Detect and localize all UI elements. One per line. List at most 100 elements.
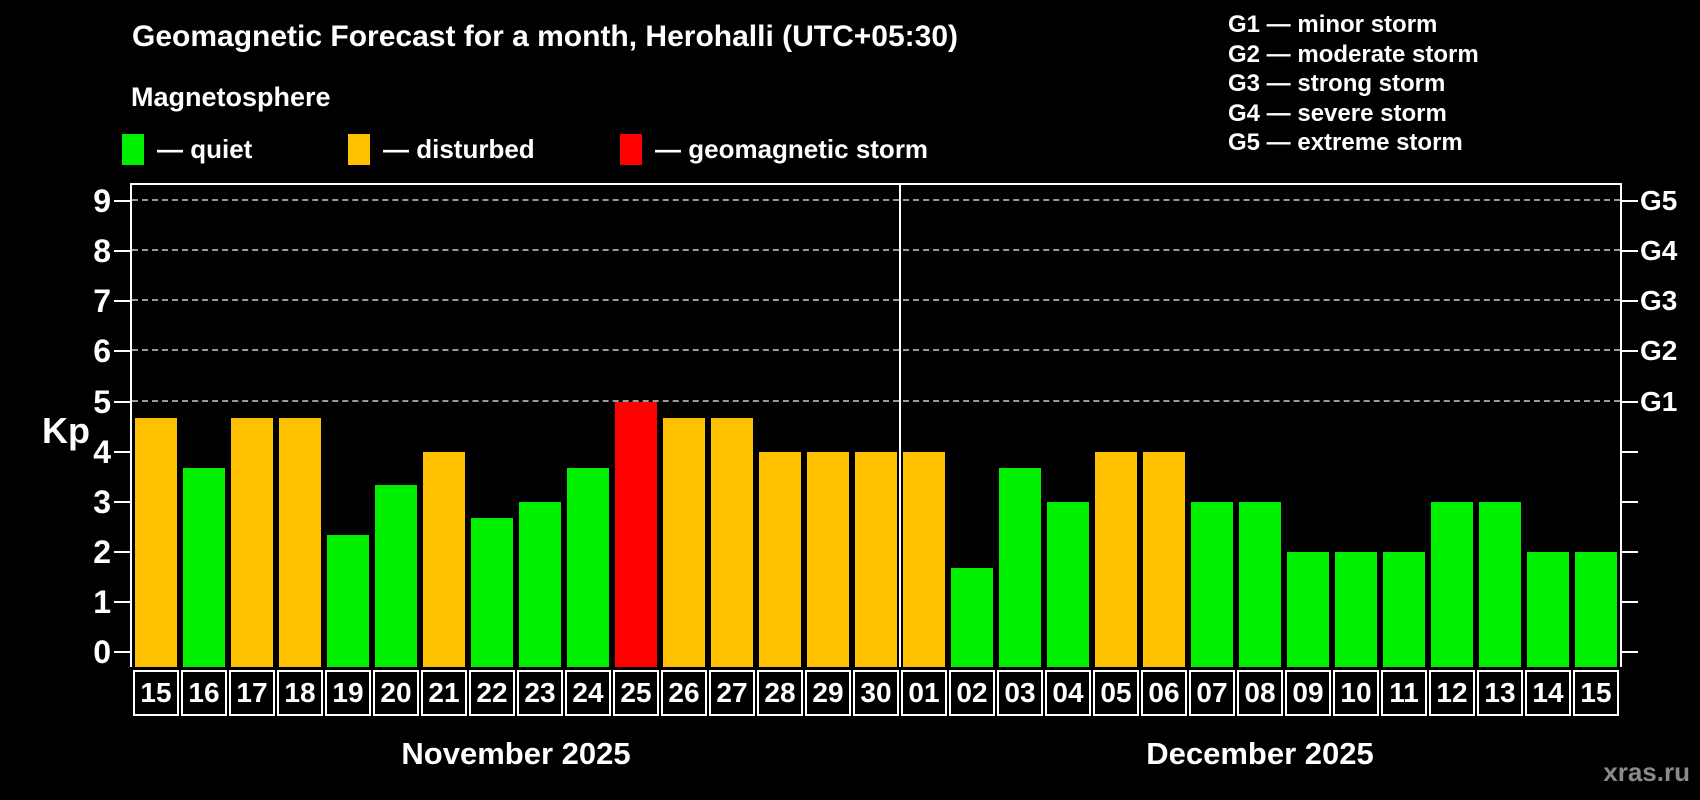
- kp-bar-dec-08: [1239, 501, 1281, 667]
- kp-bar-nov-19: [327, 535, 369, 667]
- day-label-nov-19: 19: [325, 670, 371, 716]
- right-axis-tick-1: [1622, 600, 1638, 603]
- day-label-dec-08: 08: [1237, 670, 1283, 716]
- kp-bar-nov-29: [807, 451, 849, 667]
- y-axis-tick-label-7: 7: [93, 283, 111, 320]
- day-label-nov-15: 15: [133, 670, 179, 716]
- storm-color-swatch: [620, 133, 642, 165]
- y-axis-tick-label-5: 5: [93, 383, 111, 420]
- day-label-nov-21: 21: [421, 670, 467, 716]
- day-label-dec-03: 03: [997, 670, 1043, 716]
- g1-legend-line: G1 — minor storm: [1228, 11, 1438, 38]
- right-axis-tick-6: [1622, 350, 1638, 353]
- day-label-dec-04: 04: [1045, 670, 1091, 716]
- day-label-dec-02: 02: [949, 670, 995, 716]
- y-axis-tick-7: [114, 300, 130, 303]
- kp-bar-nov-18: [279, 418, 321, 667]
- kp-bar-nov-24: [567, 468, 609, 667]
- kp-bar-nov-23: [519, 501, 561, 667]
- g-scale-legend: G1 — minor storm G2 — moderate storm G3 …: [1228, 10, 1479, 158]
- kp-bar-nov-27: [711, 418, 753, 667]
- right-axis-tick-8: [1622, 250, 1638, 253]
- day-label-nov-18: 18: [277, 670, 323, 716]
- day-label-dec-11: 11: [1381, 670, 1427, 716]
- kp-bar-nov-28: [759, 451, 801, 667]
- y-axis-tick-1: [114, 600, 130, 603]
- right-axis-tick-7: [1622, 300, 1638, 303]
- day-label-dec-15: 15: [1573, 670, 1619, 716]
- legend-item-quiet: — quiet: [122, 133, 252, 165]
- month-label-december: December 2025: [1146, 736, 1374, 771]
- disturbed-color-swatch: [348, 133, 370, 165]
- day-label-dec-10: 10: [1333, 670, 1379, 716]
- day-label-dec-14: 14: [1525, 670, 1571, 716]
- right-axis-tick-4: [1622, 450, 1638, 453]
- day-label-dec-05: 05: [1093, 670, 1139, 716]
- day-label-dec-13: 13: [1477, 670, 1523, 716]
- kp-bar-nov-21: [423, 451, 465, 667]
- y-axis-tick-8: [114, 250, 130, 253]
- day-label-nov-26: 26: [661, 670, 707, 716]
- kp-bar-nov-22: [471, 518, 513, 667]
- g4-legend-line: G4 — severe storm: [1228, 99, 1447, 127]
- kp-bar-dec-10: [1335, 551, 1377, 667]
- kp-bar-dec-15: [1575, 551, 1617, 667]
- kp-bar-dec-09: [1287, 551, 1329, 667]
- y-axis-tick-label-0: 0: [93, 634, 111, 670]
- kp-bar-nov-17: [231, 418, 273, 667]
- y-axis-tick-6: [114, 350, 130, 353]
- kp-bar-dec-02: [951, 568, 993, 667]
- plot-area: 0 1 2 3 4 5 6 7 8 9 G1 G2 G3 G4 G5: [93, 183, 1677, 668]
- kp-bar-nov-15: [135, 418, 177, 667]
- y-axis-tick-0: [114, 651, 130, 653]
- gridline-kp5: [132, 399, 1620, 402]
- kp-bar-nov-16: [183, 468, 225, 667]
- kp-bar-dec-12: [1431, 501, 1473, 667]
- kp-bar-dec-14: [1527, 551, 1569, 667]
- day-label-nov-25: 25: [613, 670, 659, 716]
- day-label-dec-09: 09: [1285, 670, 1331, 716]
- kp-bar-dec-04: [1047, 501, 1089, 667]
- gridline-kp9: [132, 199, 1620, 202]
- kp-bar-nov-26: [663, 418, 705, 667]
- y-axis-tick-4: [114, 450, 130, 453]
- y-axis-tick-label-9: 9: [93, 183, 111, 220]
- month-divider-line: [899, 185, 901, 667]
- day-label-nov-23: 23: [517, 670, 563, 716]
- quiet-color-swatch: [122, 133, 144, 165]
- kp-bar-dec-13: [1479, 501, 1521, 667]
- day-label-dec-01: 01: [901, 670, 947, 716]
- y-axis-tick-9: [114, 200, 130, 203]
- day-label-nov-28: 28: [757, 670, 803, 716]
- legend-storm-label: — geomagnetic storm: [655, 133, 929, 164]
- day-label-nov-27: 27: [709, 670, 755, 716]
- kp-bar-dec-07: [1191, 501, 1233, 667]
- y-axis-tick-3: [114, 500, 130, 503]
- day-label-dec-07: 07: [1189, 670, 1235, 716]
- y-axis-tick-label-2: 2: [93, 533, 111, 570]
- right-axis-tick-3: [1622, 500, 1638, 503]
- right-axis-label-g3: G3: [1640, 285, 1678, 317]
- watermark: xras.ru: [1603, 757, 1690, 787]
- g2-legend-line: G2 — moderate storm: [1228, 40, 1479, 68]
- kp-bar-dec-01: [903, 451, 945, 667]
- g5-legend-line: G5 — extreme storm: [1228, 129, 1463, 156]
- kp-bar-nov-25: [615, 401, 657, 667]
- right-axis-label-g1: G1: [1640, 385, 1678, 417]
- gridline-kp8: [132, 249, 1620, 252]
- day-label-nov-30: 30: [853, 670, 899, 716]
- kp-bar-dec-11: [1383, 551, 1425, 667]
- y-axis-tick-label-4: 4: [93, 433, 111, 470]
- kp-bar-dec-03: [999, 468, 1041, 667]
- y-axis-tick-5: [114, 400, 130, 403]
- y-axis-tick-label-1: 1: [93, 583, 111, 620]
- day-label-dec-12: 12: [1429, 670, 1475, 716]
- gridline-kp6: [132, 349, 1620, 352]
- legend-disturbed-label: — disturbed: [383, 133, 535, 164]
- day-label-dec-06: 06: [1141, 670, 1187, 716]
- legend-quiet-label: — quiet: [157, 133, 253, 164]
- g3-legend-line: G3 — strong storm: [1228, 70, 1446, 97]
- y-axis-tick-2: [114, 550, 130, 553]
- kp-bar-nov-20: [375, 485, 417, 667]
- legend-item-storm: — geomagnetic storm: [620, 133, 928, 165]
